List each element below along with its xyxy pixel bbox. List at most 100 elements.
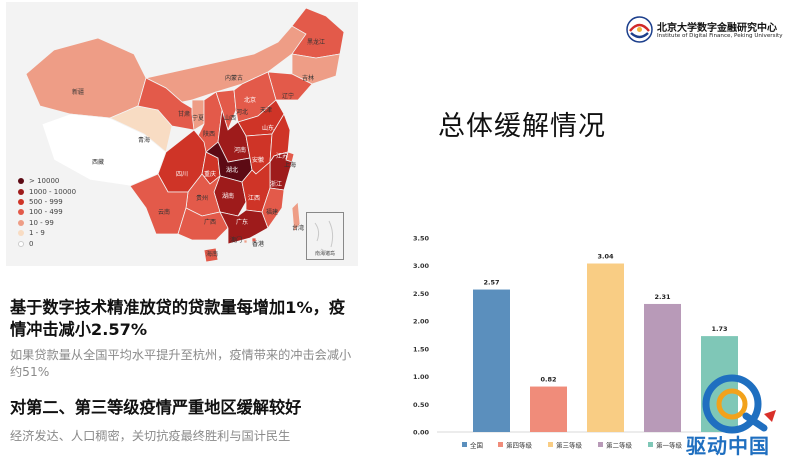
map-legend-label: 10 - 99 <box>29 218 54 227</box>
y-tick-label-0: 0.00 <box>413 429 430 437</box>
watermark-logo: 驱动中国 <box>676 370 800 461</box>
map-legend-label: 1000 - 10000 <box>29 187 77 196</box>
legend-swatch-3 <box>598 442 603 447</box>
y-tick-label-5: 2.50 <box>413 290 430 298</box>
map-region-label-25: 贵州 <box>196 194 208 202</box>
legend-label-0: 全国 <box>470 441 483 450</box>
south-china-sea-inset: 南海诸岛 <box>306 212 344 260</box>
finding-headline-2: 对第二、第三等级疫情严重地区缓解较好 <box>10 398 302 417</box>
map-region-label-21: 上海 <box>284 161 296 169</box>
map-region-3 <box>144 25 307 103</box>
map-legend-swatch <box>18 188 24 195</box>
y-tick-label-1: 0.50 <box>413 401 430 409</box>
y-tick-label-4: 2.00 <box>413 318 430 326</box>
map-legend-label: 100 - 499 <box>29 208 63 217</box>
finding-headline-1: 基于数字技术精准放贷的贷款量每增加1%，疫情冲击减小2.57% <box>10 298 346 339</box>
bar-value-label-3: 2.31 <box>654 293 671 301</box>
map-region-label-3: 内蒙古 <box>225 74 243 82</box>
map-region-label-7: 甘肃 <box>178 110 190 118</box>
map-region-label-18: 湖北 <box>226 166 238 174</box>
map-region-label-27: 广西 <box>204 218 216 226</box>
map-legend: > 10000 1000 - 10000 500 - 999 100 - 499 10 … <box>18 176 76 249</box>
map-region-label-17: 重庆 <box>204 170 216 178</box>
inset-label: 南海诸岛 <box>314 251 335 257</box>
map-region-29 <box>261 187 285 229</box>
watermark-text: 驱动中国 <box>686 434 770 458</box>
legend-swatch-1 <box>498 442 503 447</box>
map-region-label-11: 北京 <box>244 96 256 104</box>
legend-label-4: 第一等级 <box>656 441 683 450</box>
map-legend-swatch <box>18 230 24 237</box>
map-legend-label: 0 <box>29 239 34 248</box>
map-region-label-20: 江苏 <box>276 152 288 160</box>
y-tick-label-3: 1.50 <box>413 345 430 353</box>
map-region-4 <box>25 37 147 119</box>
map-legend-label: 1 - 9 <box>29 229 45 238</box>
map-region-33 <box>243 239 248 244</box>
bar-1 <box>530 386 567 432</box>
bar-2 <box>587 263 624 432</box>
map-region-label-9: 陕西 <box>203 130 215 138</box>
map-region-32 <box>251 237 257 243</box>
map-region-27 <box>177 207 229 241</box>
map-region-8 <box>191 99 205 131</box>
map-region-label-15: 河南 <box>234 146 246 154</box>
map-region-label-29: 福建 <box>266 208 278 216</box>
pku-digital-finance-logo: 北京大学数字金融研究中心 Institute of Digital Financ… <box>626 14 794 46</box>
map-region-label-23: 湖南 <box>222 192 234 200</box>
y-tick-label-7: 3.50 <box>413 235 430 243</box>
bar-value-label-4: 1.73 <box>711 325 727 333</box>
map-region-label-16: 四川 <box>176 171 188 178</box>
logo-name: 北京大学数字金融研究中心 <box>657 23 777 34</box>
map-region-label-22: 浙江 <box>270 180 282 188</box>
watermark-emblem-icon <box>702 374 776 434</box>
map-region-label-33: 澳门 <box>230 236 242 244</box>
map-region-label-10: 山西 <box>224 114 236 122</box>
map-region-label-14: 山东 <box>262 124 274 132</box>
map-legend-label: 500 - 999 <box>29 197 63 206</box>
map-region-label-12: 天津 <box>260 107 272 114</box>
map-region-label-2: 辽宁 <box>282 92 294 100</box>
map-region-28 <box>219 209 269 245</box>
y-tick-label-2: 1.00 <box>413 373 430 381</box>
map-region-10 <box>215 89 237 132</box>
map-region-31 <box>291 201 301 234</box>
y-tick-label-6: 3.00 <box>413 262 430 270</box>
map-legend-swatch <box>18 240 24 247</box>
map-legend-swatch <box>18 209 24 216</box>
map-region-label-0: 黑龙江 <box>307 38 325 46</box>
map-legend-item: 0 <box>18 238 76 248</box>
logo-subtitle: Institute of Digital Finance, Peking Uni… <box>657 33 783 39</box>
bar-value-label-2: 3.04 <box>597 252 614 260</box>
map-region-label-28: 广东 <box>236 218 248 226</box>
map-legend-item: 100 - 499 <box>18 207 76 217</box>
map-legend-swatch <box>18 219 24 226</box>
map-region-label-8: 宁夏 <box>192 114 204 122</box>
map-region-label-31: 台湾 <box>292 224 304 232</box>
map-legend-item: 10 - 99 <box>18 218 76 228</box>
map-region-label-19: 安徽 <box>252 156 264 164</box>
page-title: 总体缓解情况 <box>438 111 606 142</box>
bar-0 <box>473 289 510 432</box>
bar-value-label-1: 0.82 <box>540 376 556 384</box>
finding-detail-1: 如果贷款量从全国平均水平提升至杭州，疫情带来的冲击会减小约51% <box>10 348 352 379</box>
map-region-label-6: 青海 <box>138 136 150 144</box>
legend-label-2: 第三等级 <box>556 441 583 450</box>
finding-detail-2: 经济发达、人口稠密，关切抗疫最终胜利与国计民生 <box>10 429 291 443</box>
legend-swatch-2 <box>548 442 553 447</box>
legend-swatch-4 <box>648 442 653 447</box>
map-region-label-5: 西藏 <box>92 158 104 166</box>
map-region-label-4: 新疆 <box>72 88 84 96</box>
map-region-label-13: 河北 <box>236 108 248 116</box>
map-legend-item: > 10000 <box>18 176 76 186</box>
legend-swatch-0 <box>462 442 467 447</box>
legend-label-1: 第四等级 <box>506 441 533 450</box>
inset-islands-icon <box>314 220 336 253</box>
map-region-label-30: 海南 <box>206 250 218 258</box>
map-legend-label: > 10000 <box>29 177 60 186</box>
map-legend-swatch <box>18 198 24 205</box>
bar-3 <box>644 303 681 432</box>
map-region-label-26: 云南 <box>158 208 170 216</box>
map-legend-item: 500 - 999 <box>18 197 76 207</box>
